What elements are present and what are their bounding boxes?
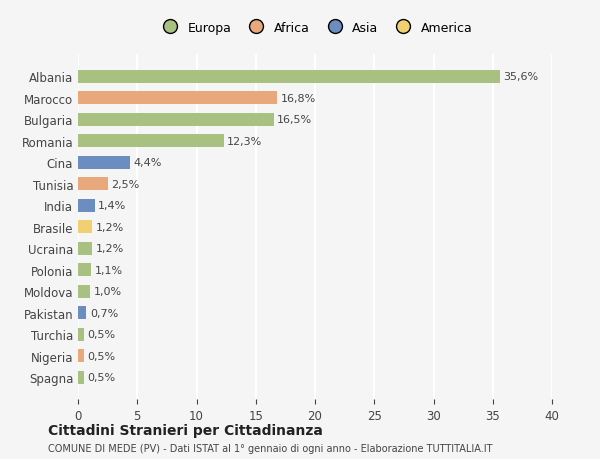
Bar <box>78 221 92 234</box>
Text: 0,5%: 0,5% <box>88 330 116 339</box>
Bar <box>78 307 86 319</box>
Text: 1,4%: 1,4% <box>98 201 127 211</box>
Bar <box>78 113 274 127</box>
Bar <box>78 178 107 191</box>
Text: 2,5%: 2,5% <box>111 179 139 189</box>
Bar <box>78 157 130 169</box>
Text: 35,6%: 35,6% <box>503 72 539 82</box>
Text: 0,5%: 0,5% <box>88 351 116 361</box>
Bar <box>78 242 92 255</box>
Text: 12,3%: 12,3% <box>227 136 263 146</box>
Text: 0,7%: 0,7% <box>90 308 118 318</box>
Bar <box>78 328 84 341</box>
Bar <box>78 285 90 298</box>
Text: 4,4%: 4,4% <box>134 158 162 168</box>
Text: 1,2%: 1,2% <box>96 244 124 254</box>
Text: 1,0%: 1,0% <box>94 286 122 297</box>
Text: 16,5%: 16,5% <box>277 115 312 125</box>
Legend: Europa, Africa, Asia, America: Europa, Africa, Asia, America <box>152 17 478 39</box>
Bar <box>78 199 95 212</box>
Bar <box>78 71 500 84</box>
Bar <box>78 92 277 105</box>
Text: Cittadini Stranieri per Cittadinanza: Cittadini Stranieri per Cittadinanza <box>48 423 323 437</box>
Text: COMUNE DI MEDE (PV) - Dati ISTAT al 1° gennaio di ogni anno - Elaborazione TUTTI: COMUNE DI MEDE (PV) - Dati ISTAT al 1° g… <box>48 443 493 453</box>
Bar <box>78 349 84 362</box>
Text: 0,5%: 0,5% <box>88 372 116 382</box>
Bar <box>78 263 91 276</box>
Text: 1,1%: 1,1% <box>95 265 123 275</box>
Text: 1,2%: 1,2% <box>96 222 124 232</box>
Bar <box>78 371 84 384</box>
Text: 16,8%: 16,8% <box>281 94 316 104</box>
Bar <box>78 135 224 148</box>
